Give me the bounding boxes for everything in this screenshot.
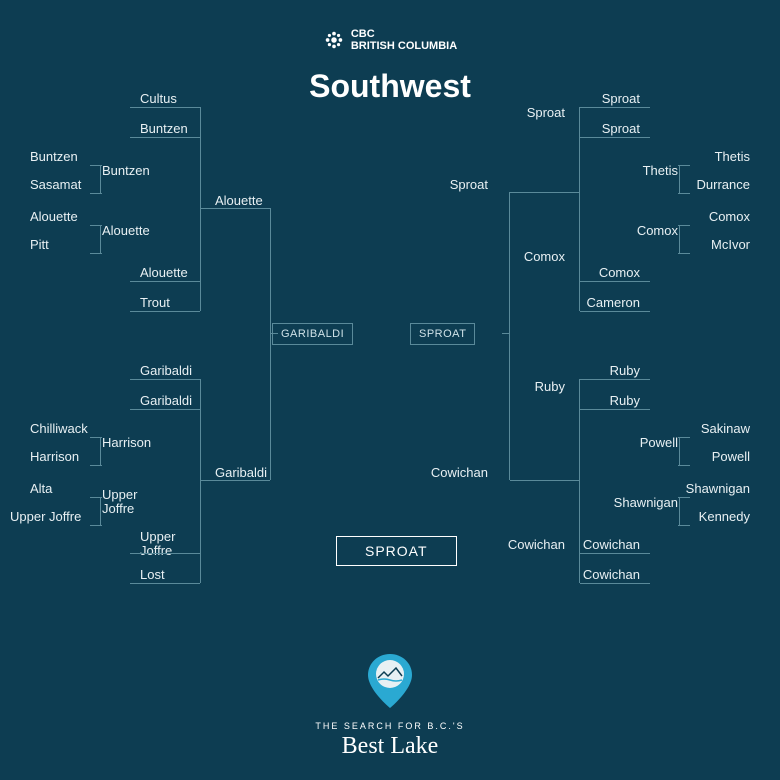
r-r2-7: Cowichan [583, 538, 640, 552]
semi-left-box: GARIBALDI [272, 323, 353, 345]
l-r2-6: UpperJoffre [102, 488, 137, 517]
l-r1-6: Garibaldi [140, 364, 192, 378]
tagline-bottom: Best Lake [0, 733, 780, 760]
r-r1-11: Cowichan [583, 568, 640, 582]
cbc-logo: CBCBRITISH COLUMBIA [323, 28, 457, 52]
r-r3-0: Sproat [527, 106, 565, 120]
r-r4-0: Sproat [450, 178, 488, 192]
l-r1-9: Alta [30, 482, 52, 496]
r-r2-5: Powell [640, 436, 678, 450]
r-r4-1: Cowichan [431, 466, 488, 480]
l-r2-1: Buntzen [102, 164, 150, 178]
l-r3-0: Alouette [215, 194, 263, 208]
l-r2-0: Buntzen [140, 122, 188, 136]
r-r2-1: Thetis [643, 164, 678, 178]
l-r2-5: Harrison [102, 436, 151, 450]
l-r2-4: Garibaldi [140, 394, 192, 408]
l-r1-8: Harrison [30, 450, 79, 464]
r-r1-10: Kennedy [699, 510, 750, 524]
l-r1-7: Chilliwack [30, 422, 88, 436]
l-r1-11: Lost [140, 568, 165, 582]
cbc-icon [323, 29, 345, 51]
r-r2-0: Sproat [602, 122, 640, 136]
l-r1-4: Pitt [30, 238, 49, 252]
r-r1-3: Comox [709, 210, 750, 224]
tagline-top: THE SEARCH FOR B.C.'S [0, 721, 780, 731]
l-r2-3: Alouette [140, 266, 188, 280]
r-r1-9: Shawnigan [686, 482, 750, 496]
r-r1-7: Sakinaw [701, 422, 750, 436]
r-r1-6: Ruby [610, 364, 640, 378]
r-r3-2: Ruby [535, 380, 565, 394]
bracket-diagram: Cultus Buntzen Sasamat Alouette Pitt Tro… [0, 80, 780, 640]
l-r1-1: Buntzen [30, 150, 78, 164]
semi-right-box: SPROAT [410, 323, 475, 345]
l-r1-0: Cultus [140, 92, 177, 106]
r-r3-1: Comox [524, 250, 565, 264]
r-r1-8: Powell [712, 450, 750, 464]
l-r1-5: Trout [140, 296, 170, 310]
r-r2-4: Ruby [610, 394, 640, 408]
brand-text: CBCBRITISH COLUMBIA [351, 28, 457, 52]
r-r2-6: Shawnigan [614, 496, 678, 510]
r-r2-3: Comox [599, 266, 640, 280]
l-r1-3: Alouette [30, 210, 78, 224]
l-r1-10: Upper Joffre [10, 510, 81, 524]
r-r3-3: Cowichan [508, 538, 565, 552]
r-r2-2: Comox [637, 224, 678, 238]
l-r2-7: UpperJoffre [140, 530, 175, 559]
winner-box: SPROAT [336, 536, 457, 566]
l-r1-2: Sasamat [30, 178, 81, 192]
r-r1-4: McIvor [711, 238, 750, 252]
r-r1-5: Cameron [587, 296, 640, 310]
footer: THE SEARCH FOR B.C.'S Best Lake [0, 654, 780, 760]
pin-icon [368, 654, 412, 713]
l-r2-2: Alouette [102, 224, 150, 238]
r-r1-2: Durrance [697, 178, 750, 192]
r-r1-1: Thetis [715, 150, 750, 164]
l-r3-1: Garibaldi [215, 466, 267, 480]
r-r1-0: Sproat [602, 92, 640, 106]
